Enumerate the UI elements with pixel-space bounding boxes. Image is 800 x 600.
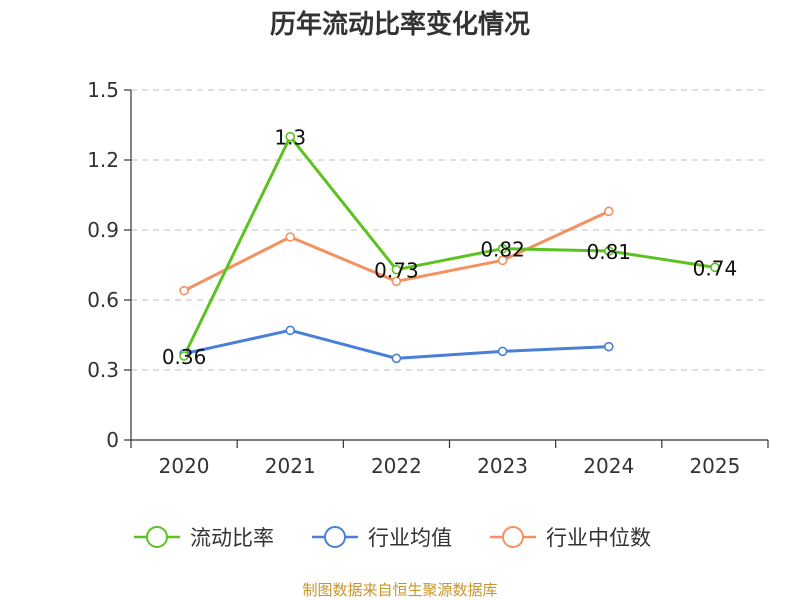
x-tick-label-2024: 2024 <box>583 454 634 478</box>
data-label-2024: 0.81 <box>586 240 631 264</box>
legend-marker-1 <box>324 526 346 548</box>
series-2-point-2022 <box>391 276 402 287</box>
series-2-point-2020 <box>179 285 189 296</box>
series-1-point-2024 <box>603 341 614 352</box>
y-tick-label-0: 0 <box>106 428 119 452</box>
series-2-point-2021 <box>285 232 296 242</box>
legend-item-1[interactable]: 行业均值 <box>312 526 452 550</box>
grid-lines <box>131 89 768 371</box>
chart-title: 历年流动比率变化情况 <box>270 9 530 40</box>
series-1-point-2023 <box>497 346 508 357</box>
legend-item-0[interactable]: 流动比率 <box>134 526 274 550</box>
series-0-point-2020 <box>179 351 189 361</box>
legend-item-2[interactable]: 行业中位数 <box>490 526 651 550</box>
axes: 0 0.3 0.6 0.9 1.2 1.5 2020 2021 2022 2023 2024 2025 <box>87 78 769 478</box>
y-tick-label-1: 0.3 <box>87 358 119 382</box>
legend-marker-0 <box>146 526 168 548</box>
series-line-0 <box>182 135 717 358</box>
series-0-point-2022 <box>391 264 402 275</box>
x-tick-label-2020: 2020 <box>159 454 210 478</box>
series-lines <box>182 135 717 360</box>
data-label-2021: 1.3 <box>274 126 306 150</box>
series-0-point-2024 <box>603 246 614 256</box>
data-labels: 0.36 1.3 0.73 0.82 0.81 0.74 <box>162 126 737 369</box>
y-tick-label-5: 1.5 <box>87 78 119 102</box>
x-tick-label-2021: 2021 <box>265 454 316 478</box>
legend-label-2: 行业中位数 <box>546 526 651 550</box>
series-2-point-2023 <box>497 255 508 266</box>
series-0-point-2021 <box>285 131 296 142</box>
source-note: 制图数据来自恒生聚源数据库 <box>302 581 497 599</box>
x-tick-label-2023: 2023 <box>477 454 528 478</box>
y-tick-label-3: 0.9 <box>87 218 119 242</box>
series-points <box>179 131 720 364</box>
legend-label-1: 行业均值 <box>368 526 452 550</box>
series-2-point-2024 <box>603 206 614 217</box>
legend-marker-2 <box>502 526 524 548</box>
series-0-point-2025 <box>710 262 720 273</box>
series-0-point-2023 <box>497 243 508 254</box>
series-1-point-2021 <box>285 325 296 336</box>
legend[interactable]: 流动比率 行业均值 行业中位数 <box>134 526 651 550</box>
data-label-2023: 0.82 <box>480 238 525 262</box>
y-tick-label-2: 0.6 <box>87 288 119 312</box>
legend-label-0: 流动比率 <box>190 526 274 550</box>
data-label-2022: 0.73 <box>374 259 419 283</box>
y-tick-label-4: 1.2 <box>87 148 119 172</box>
data-label-2025: 0.74 <box>693 256 738 280</box>
series-1-point-2022 <box>391 353 402 364</box>
data-label-2020: 0.36 <box>162 345 207 369</box>
x-tick-label-2025: 2025 <box>689 454 740 478</box>
x-tick-label-2022: 2022 <box>371 454 422 478</box>
